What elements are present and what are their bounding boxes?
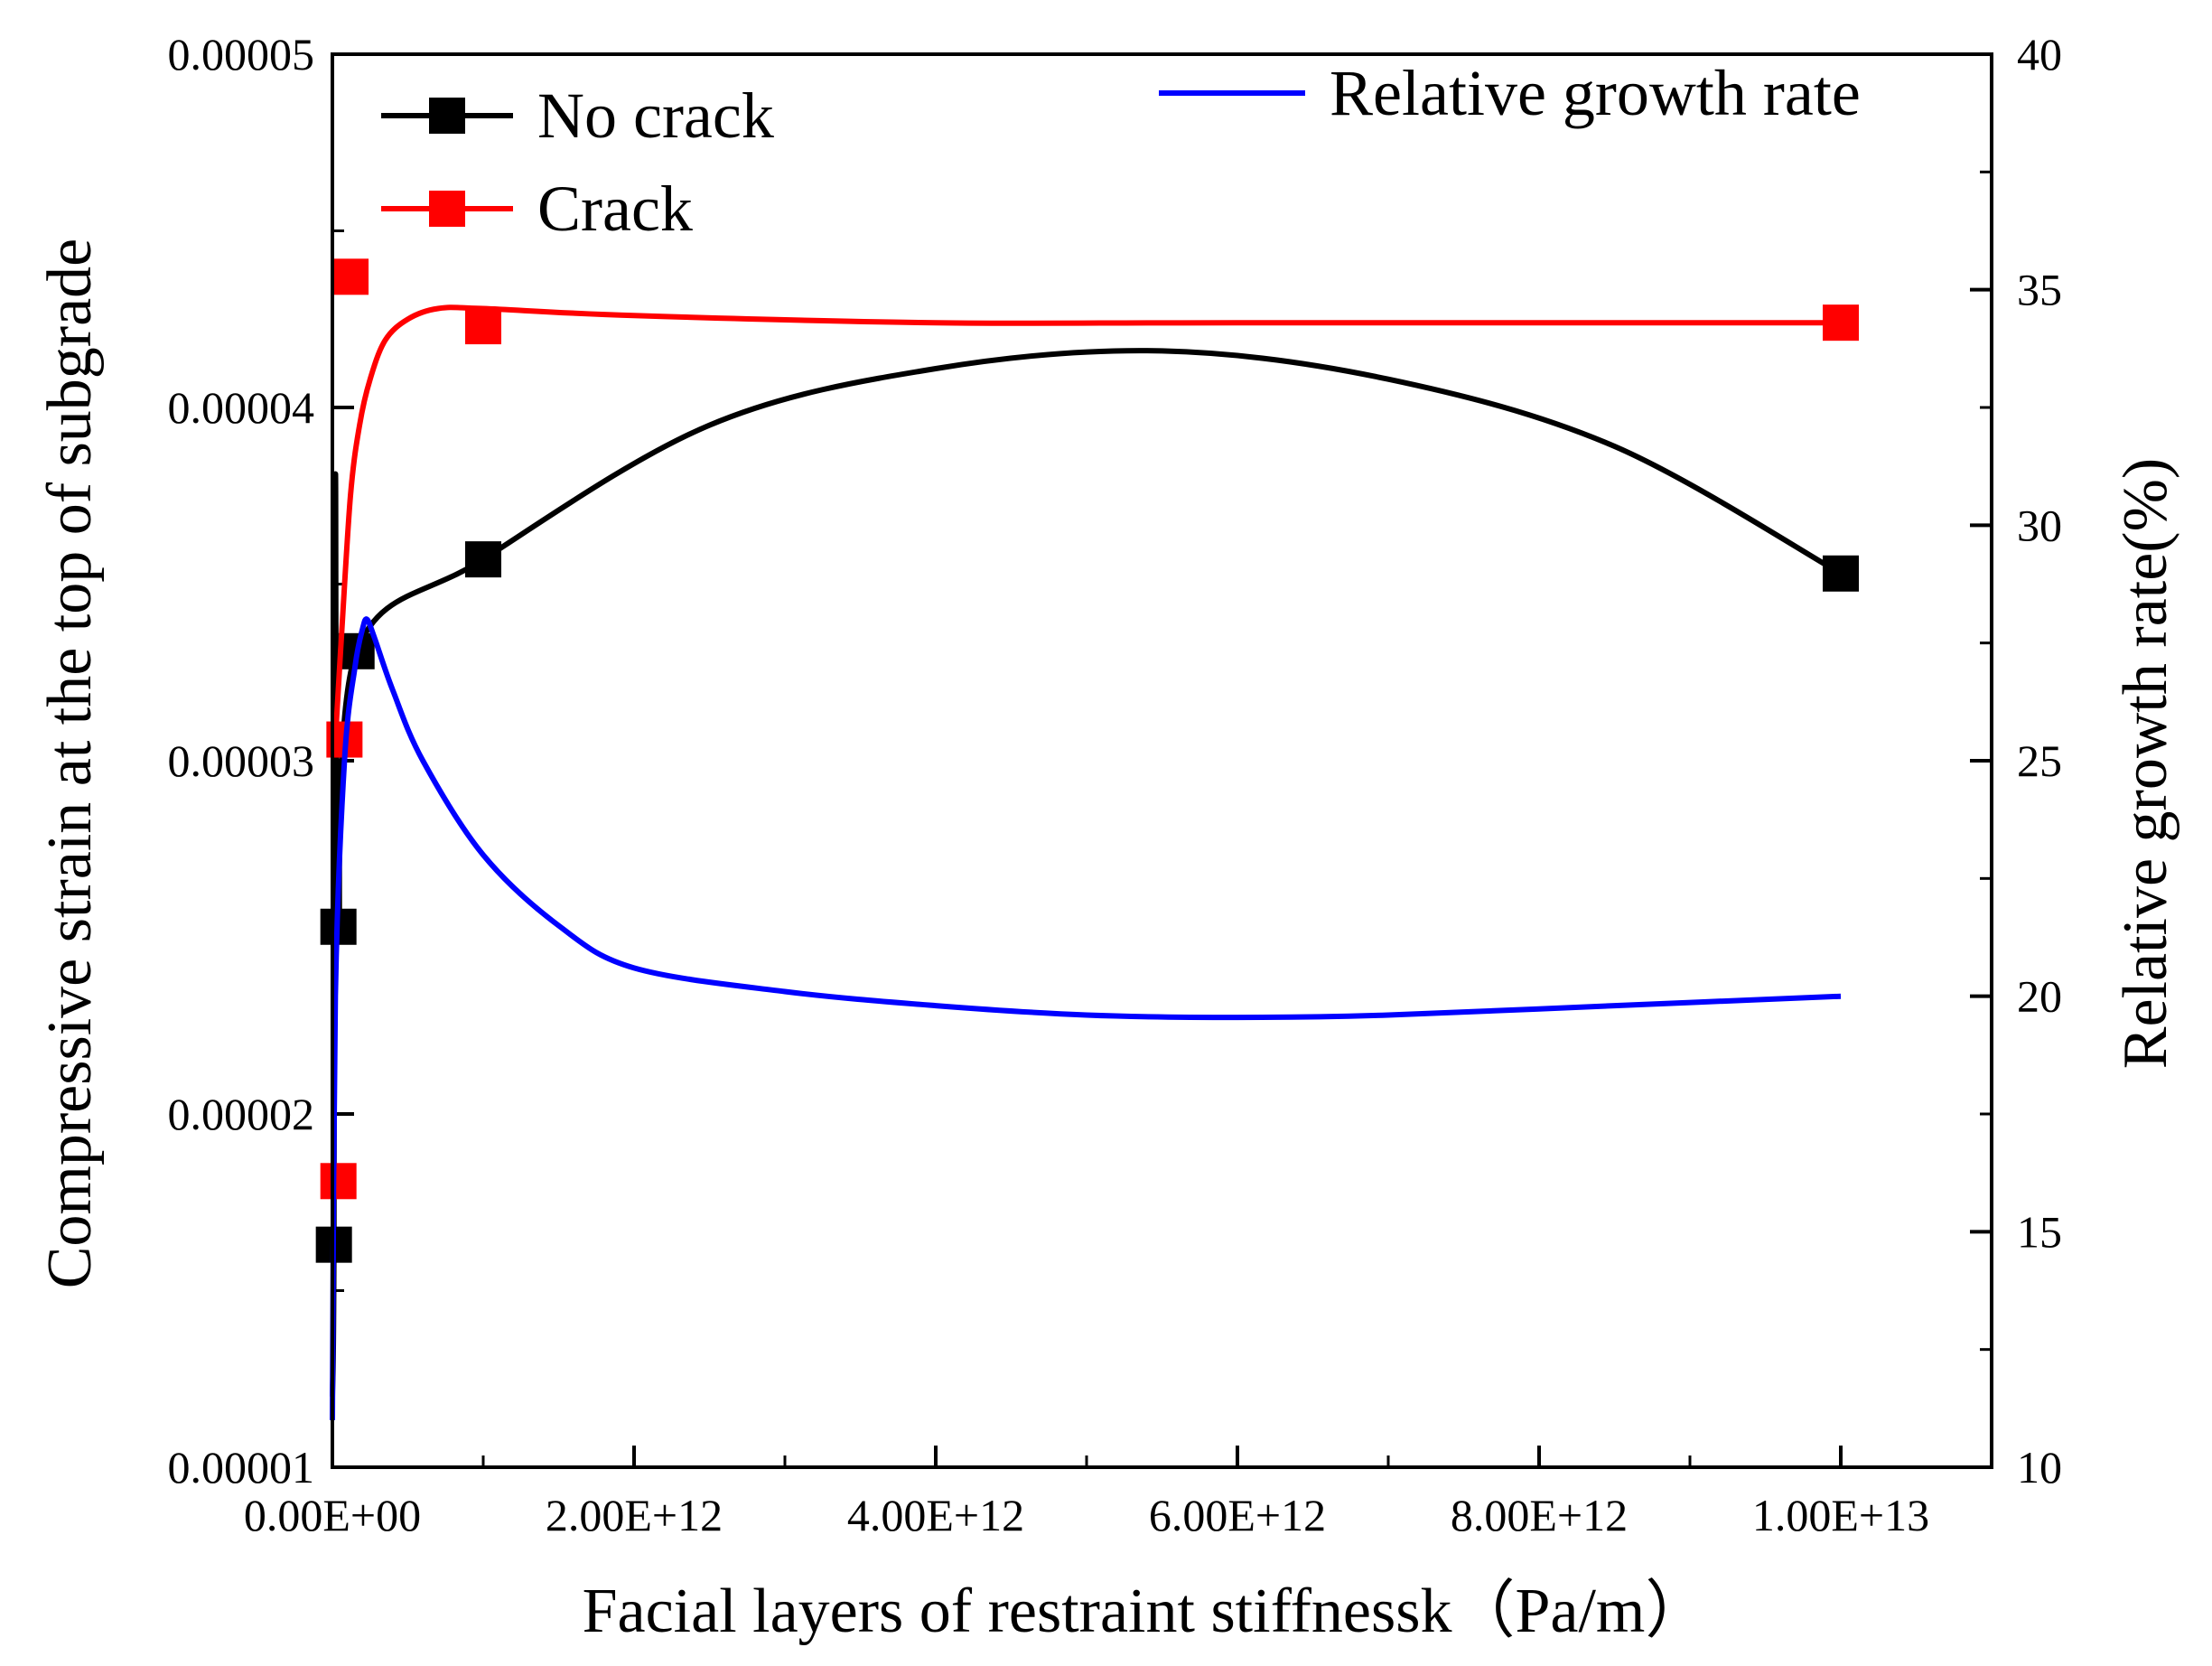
y-right-tick-label-3: 25 [2017,735,2062,786]
y-right-tick-label-5: 35 [2017,265,2062,315]
y-left-tick-label-2: 0.00003 [168,735,315,786]
series-line-no-crack [330,348,1843,1397]
y-axis-left-title: Compressive strain at the top of subgrad… [35,239,105,1289]
x-tick-label-2: 4.00E+12 [847,1490,1024,1540]
x-tick-label-5: 1.00E+13 [1752,1490,1929,1540]
legend-label-relative-growth-rate: Relative growth rate [1330,57,1861,129]
legend: No crack Crack Relative growth rate [381,57,1861,245]
data-point-crack-3 [465,308,501,345]
data-point-no-crack-3 [465,541,501,578]
y-left-tick-label-3: 0.00004 [168,382,315,433]
y-right-tick-label-1: 15 [2017,1206,2062,1257]
data-point-crack-4 [1823,304,1859,342]
series-line-crack [332,304,1841,740]
y-right-tick-label-6: 40 [2017,29,2062,80]
series-group [315,258,1859,1420]
tick-labels-group: 0.00E+00 2.00E+12 4.00E+12 6.00E+12 8.00E+12… [168,29,2063,1540]
legend-label-no-crack: No crack [537,80,774,152]
x-tick-label-1: 2.00E+12 [546,1490,723,1540]
legend-marker-crack [429,191,465,227]
legend-label-crack: Crack [537,173,693,245]
y-right-tick-label-0: 10 [2017,1442,2062,1493]
data-point-crack-0 [320,1163,357,1200]
data-point-crack-2 [332,258,369,295]
legend-marker-no-crack [429,98,465,134]
x-axis-title: Facial layers of restraint stiffnessk（Pa… [583,1577,1709,1646]
x-tick-label-4: 8.00E+12 [1451,1490,1628,1540]
y-left-tick-label-4: 0.00005 [168,29,315,80]
y-right-tick-label-4: 30 [2017,500,2062,550]
y-right-tick-label-2: 20 [2017,971,2062,1022]
series-line-relative-growth-rate [330,616,1842,1420]
x-tick-label-3: 6.00E+12 [1149,1490,1326,1540]
plot-frame [331,52,1993,1469]
y-axis-right-title: Relative growth rate(%) [2111,458,2180,1069]
y-left-tick-label-1: 0.00002 [168,1089,315,1139]
x-tick-label-0: 0.00E+00 [244,1490,421,1540]
data-point-no-crack-4 [1823,555,1859,592]
y-left-tick-label-0: 0.00001 [168,1442,315,1493]
axis-ticks-group [331,52,1992,1469]
